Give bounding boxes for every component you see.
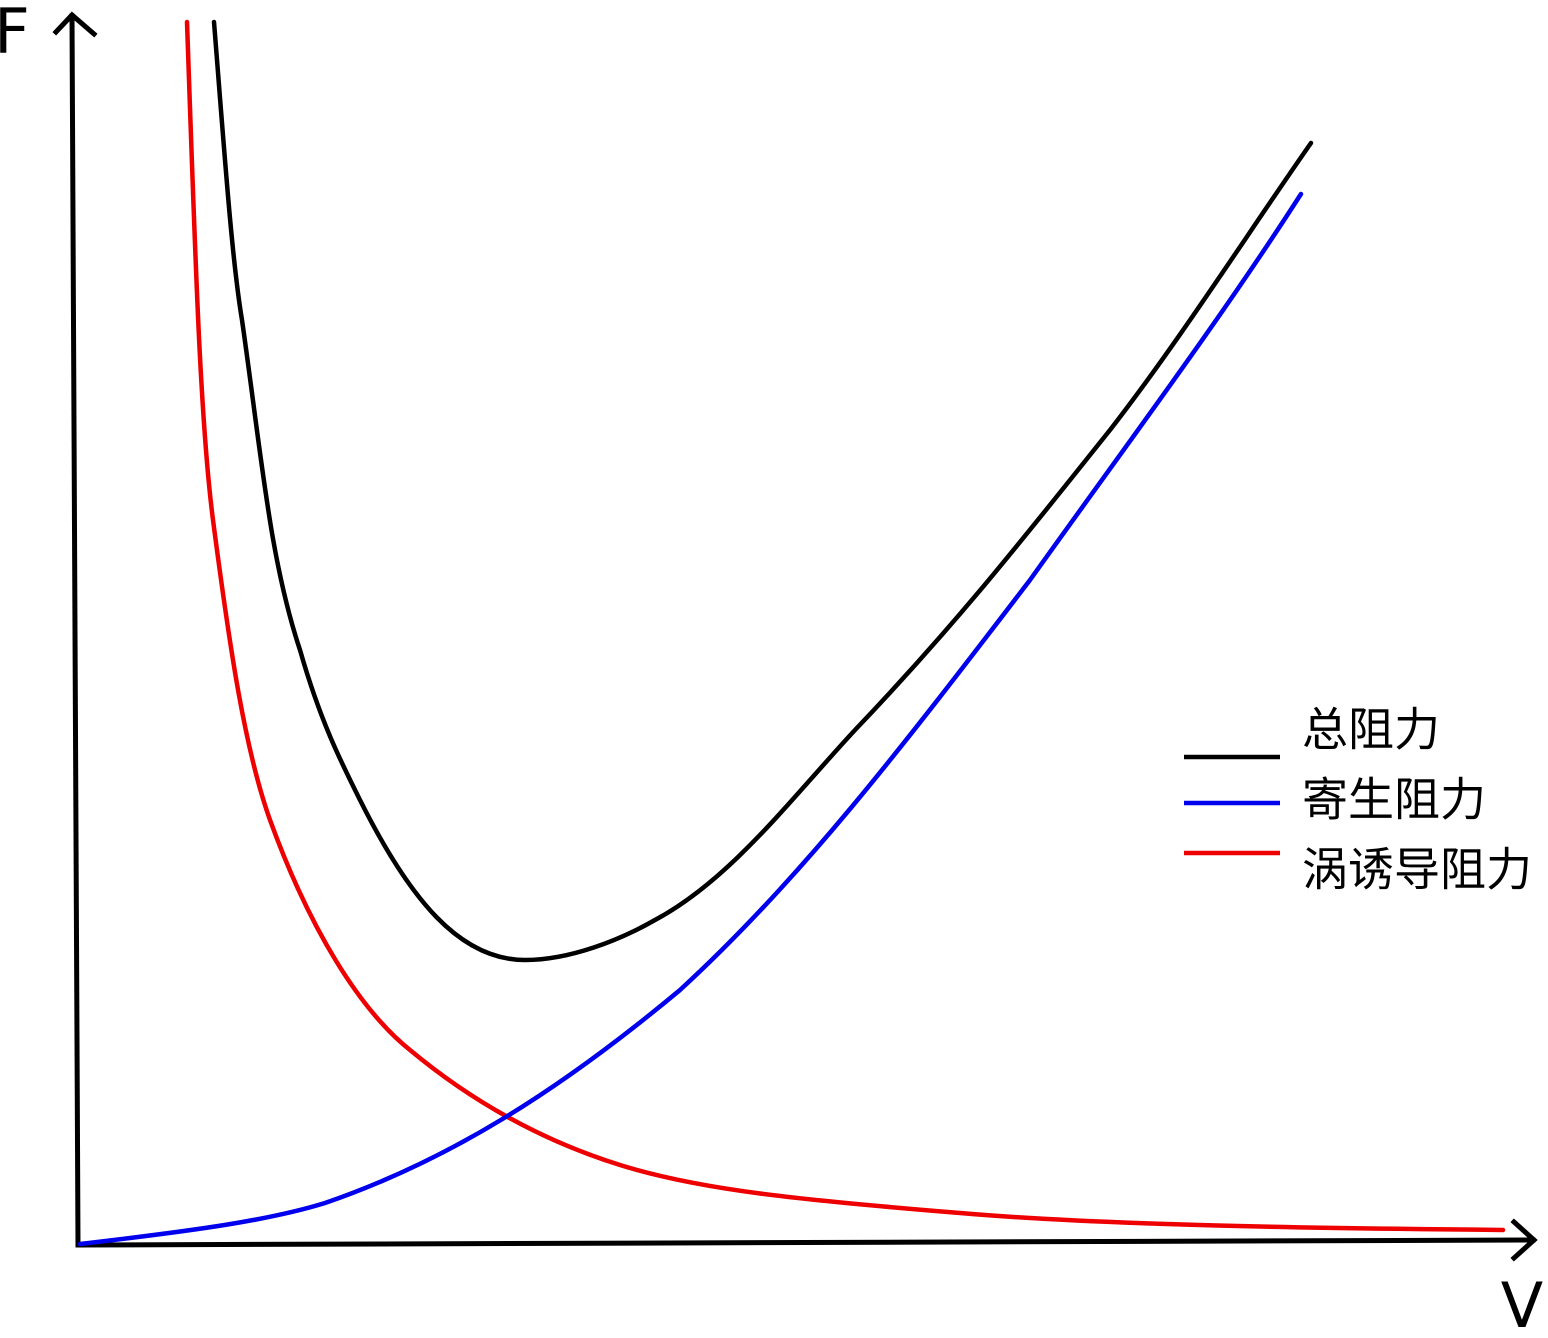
legend-label: 涡诱导阻力 [1302, 843, 1532, 897]
y-axis-label: F [0, 0, 30, 68]
parasitic-drag-curve [77, 191, 1304, 1247]
x-axis [75, 1237, 1536, 1248]
x-axis-arrow [1510, 1218, 1538, 1262]
induced-drag-curve [184, 19, 1506, 1233]
y-axis [69, 13, 81, 1248]
legend-label: 总阻力 [1302, 703, 1440, 757]
total-drag-curve [211, 19, 1314, 963]
y-axis-arrow [52, 11, 98, 38]
legend-label: 寄生阻力 [1302, 773, 1486, 827]
x-axis-label: V [1501, 1269, 1543, 1338]
